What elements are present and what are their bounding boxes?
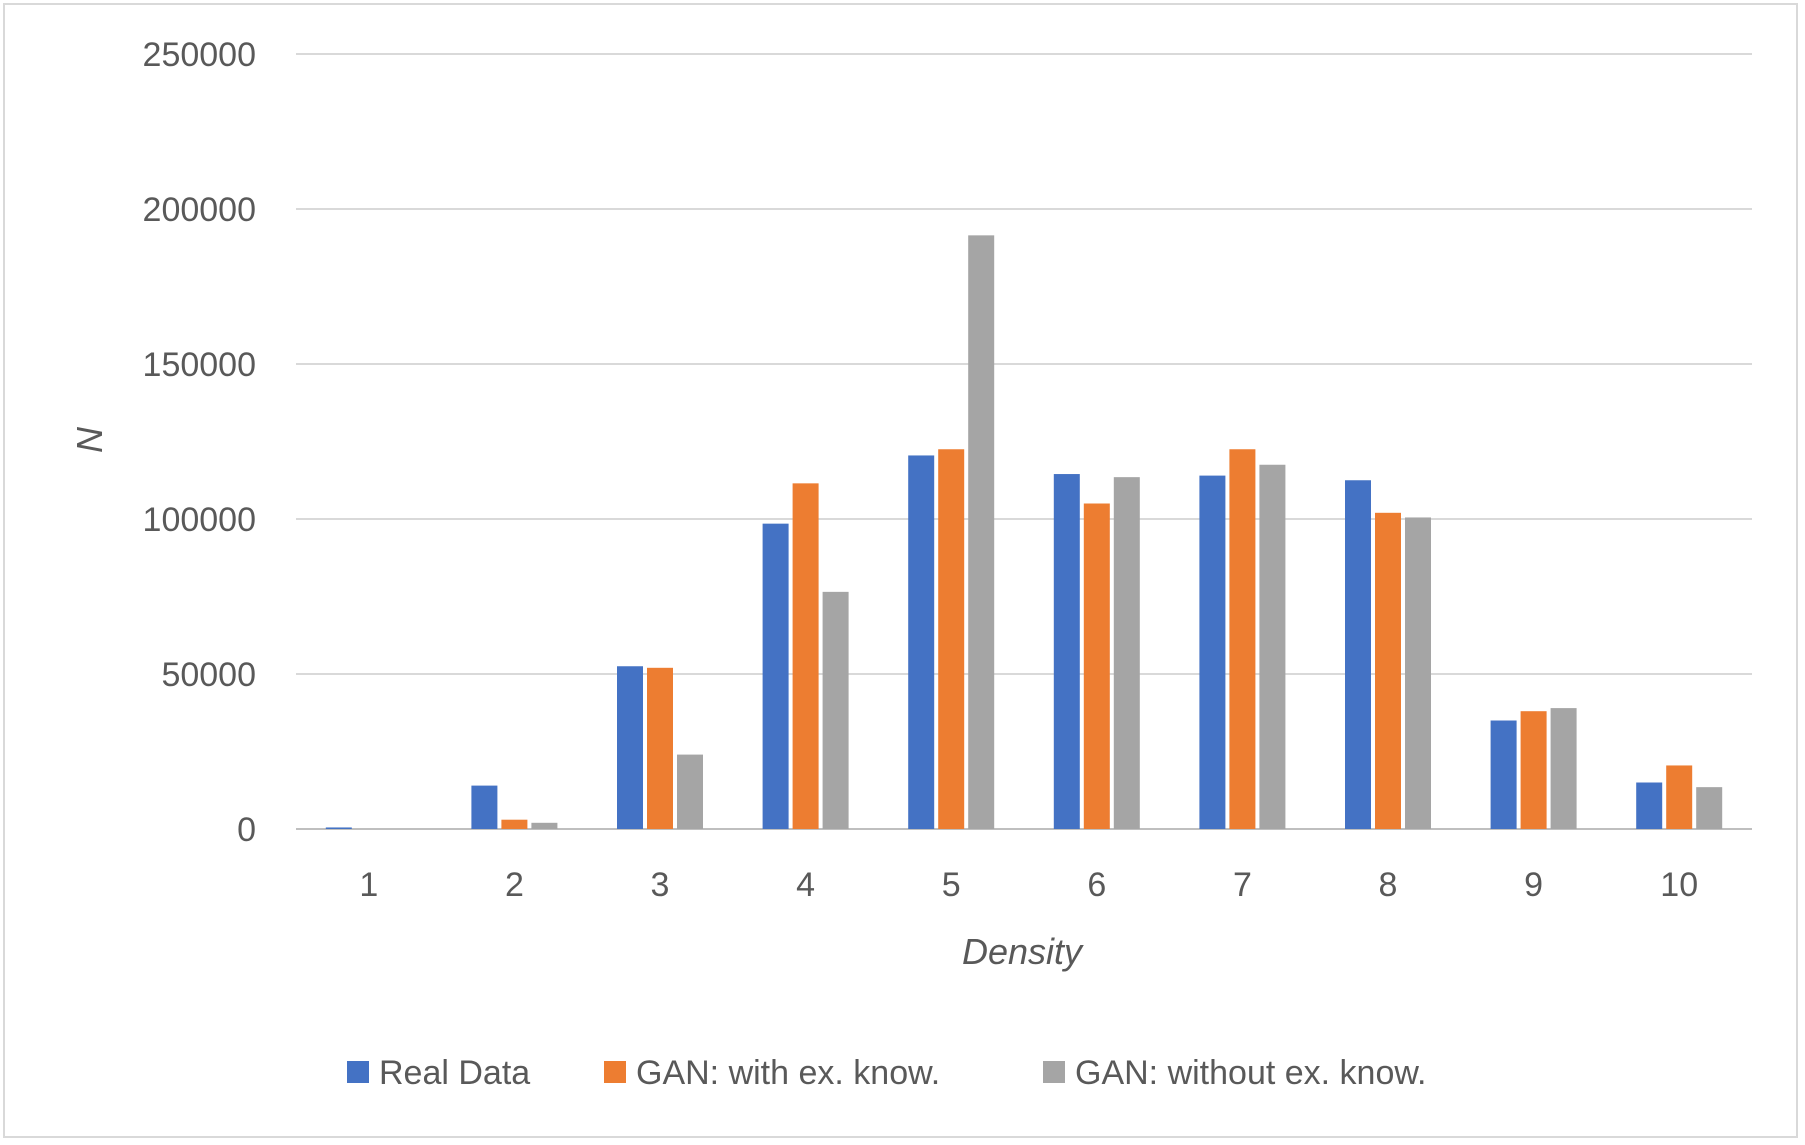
chart-frame: [3, 3, 1798, 1138]
y-tick-label: 100000: [143, 501, 256, 539]
x-tick-label: 7: [1233, 866, 1252, 904]
y-tick-label: 250000: [143, 36, 256, 74]
legend-swatch: [1043, 1061, 1065, 1083]
bar: [501, 819, 528, 829]
bar: [1375, 512, 1401, 829]
bars: [325, 235, 1723, 830]
x-tick-label: 10: [1660, 866, 1698, 904]
bar: [1053, 474, 1080, 829]
x-tick-label: 8: [1379, 866, 1398, 904]
bar: [938, 449, 965, 829]
bar: [1405, 517, 1431, 829]
y-tick-label: 150000: [143, 346, 256, 384]
y-tick-label: 50000: [161, 656, 256, 694]
bar: [1636, 782, 1663, 829]
x-axis-ticks: 1 2 3 4 5 6 7 8 9 10: [359, 866, 1698, 904]
bar: [822, 591, 849, 829]
x-tick-label: 4: [796, 866, 815, 904]
x-tick-label: 2: [505, 866, 524, 904]
bar: [1345, 480, 1371, 829]
bar: [1199, 475, 1226, 829]
legend-label: GAN: without ex. know.: [1075, 1054, 1427, 1092]
bar: [617, 666, 643, 829]
legend-swatch: [347, 1061, 369, 1083]
bar: [471, 785, 498, 829]
bar: [1520, 711, 1547, 829]
bar: [647, 667, 673, 829]
y-axis-ticks: 0 50000 100000 150000 200000 250000: [143, 36, 256, 849]
bar: [1259, 464, 1286, 829]
y-axis-title: N: [69, 426, 110, 453]
x-tick-label: 5: [942, 866, 961, 904]
bar: [1696, 787, 1723, 829]
x-tick-label: 1: [359, 866, 378, 904]
bar: [1083, 503, 1110, 829]
y-tick-label: 200000: [143, 191, 256, 229]
bar: [1113, 477, 1140, 829]
x-tick-label: 9: [1524, 866, 1543, 904]
bar: [1490, 720, 1517, 829]
bar: [1550, 708, 1577, 829]
legend: Real Data GAN: with ex. know. GAN: without…: [347, 1054, 1427, 1092]
bar: [762, 523, 789, 829]
bar: [968, 235, 995, 830]
bar: [531, 822, 558, 829]
bar: [325, 827, 352, 829]
x-tick-label: 6: [1087, 866, 1106, 904]
legend-label: Real Data: [379, 1054, 530, 1092]
bar: [792, 483, 819, 829]
x-tick-label: 3: [651, 866, 670, 904]
bar: [1229, 449, 1256, 829]
bar: [677, 754, 703, 829]
y-tick-label: 0: [237, 811, 256, 849]
bar: [908, 455, 935, 829]
legend-label: GAN: with ex. know.: [636, 1054, 940, 1092]
x-axis-title: Density: [962, 931, 1084, 972]
bar: [1666, 765, 1693, 829]
legend-swatch: [604, 1061, 626, 1083]
